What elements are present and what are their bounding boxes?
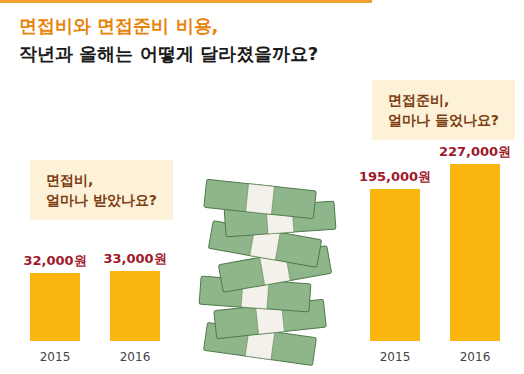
svg-text:작년과 올해는 어떻게 달라졌을까요?: 작년과 올해는 어떻게 달라졌을까요?: [19, 43, 318, 64]
svg-text:2015: 2015: [380, 350, 411, 364]
svg-text:33,000원: 33,000원: [103, 251, 166, 266]
svg-text:32,000원: 32,000원: [23, 253, 86, 268]
svg-text:얼마나 받았나요?: 얼마나 받았나요?: [46, 192, 157, 208]
svg-text:면접비와 면접준비 비용,: 면접비와 면접준비 비용,: [19, 15, 218, 36]
svg-text:면접준비,: 면접준비,: [388, 92, 449, 108]
svg-text:227,000원: 227,000원: [439, 144, 511, 159]
svg-text:2016: 2016: [460, 350, 491, 364]
svg-text:얼마나 들었나요?: 얼마나 들었나요?: [388, 112, 499, 128]
svg-text:2015: 2015: [40, 350, 71, 364]
svg-text:195,000원: 195,000원: [359, 169, 431, 184]
svg-text:면접비,: 면접비,: [46, 172, 93, 188]
svg-text:2016: 2016: [120, 350, 151, 364]
